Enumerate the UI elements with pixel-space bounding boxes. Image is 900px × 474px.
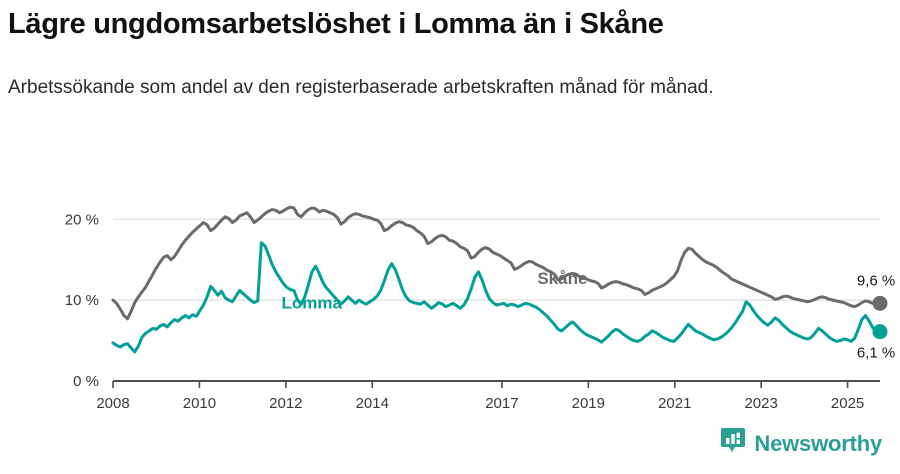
series-line-skne <box>111 205 882 321</box>
x-axis-label-2017: 2017 <box>485 395 518 412</box>
chart-footer: Newsworthy <box>0 426 900 466</box>
lomma-end-label: 6,1 % <box>857 345 895 362</box>
series-endpoint-lomma <box>872 324 888 340</box>
x-axis-label-2010: 2010 <box>183 395 216 412</box>
x-axis-label-2014: 2014 <box>356 395 389 412</box>
logo-wordmark: Newsworthy <box>754 430 882 456</box>
lomma-inline-label: Lomma <box>282 293 343 312</box>
series-line-lomma <box>111 241 882 354</box>
skane-inline-label: Skåne <box>537 269 587 288</box>
bar-chart-speech-bubble-icon <box>720 427 746 460</box>
x-axis-label-2019: 2019 <box>572 395 605 412</box>
chart-canvas: 0 % 10 % 20 % 2008 2010 2012 2014 2017 2019 2021 2… <box>65 205 895 412</box>
x-axis-label-2008: 2008 <box>96 395 129 412</box>
x-axis-label-2021: 2021 <box>658 395 691 412</box>
line-chart: 0 % 10 % 20 % 2008 2010 2012 2014 2017 2019 2021 2… <box>0 170 900 415</box>
y-axis-label-10: 10 % <box>65 292 99 309</box>
x-axis-label-2025: 2025 <box>831 395 864 412</box>
page-subtitle: Arbetssökande som andel av den registerb… <box>8 77 714 98</box>
x-axis-label-2012: 2012 <box>269 395 302 412</box>
x-axis-label-2023: 2023 <box>744 395 777 412</box>
series-endpoint-skne <box>872 295 888 311</box>
newsworthy-logo[interactable]: Newsworthy <box>720 427 882 460</box>
skane-end-label: 9,6 % <box>857 272 895 289</box>
page-title: Lägre ungdomsarbetslöshet i Lomma än i S… <box>8 8 664 40</box>
y-axis-label-0: 0 % <box>73 373 99 390</box>
y-axis-label-20: 20 % <box>65 211 99 228</box>
